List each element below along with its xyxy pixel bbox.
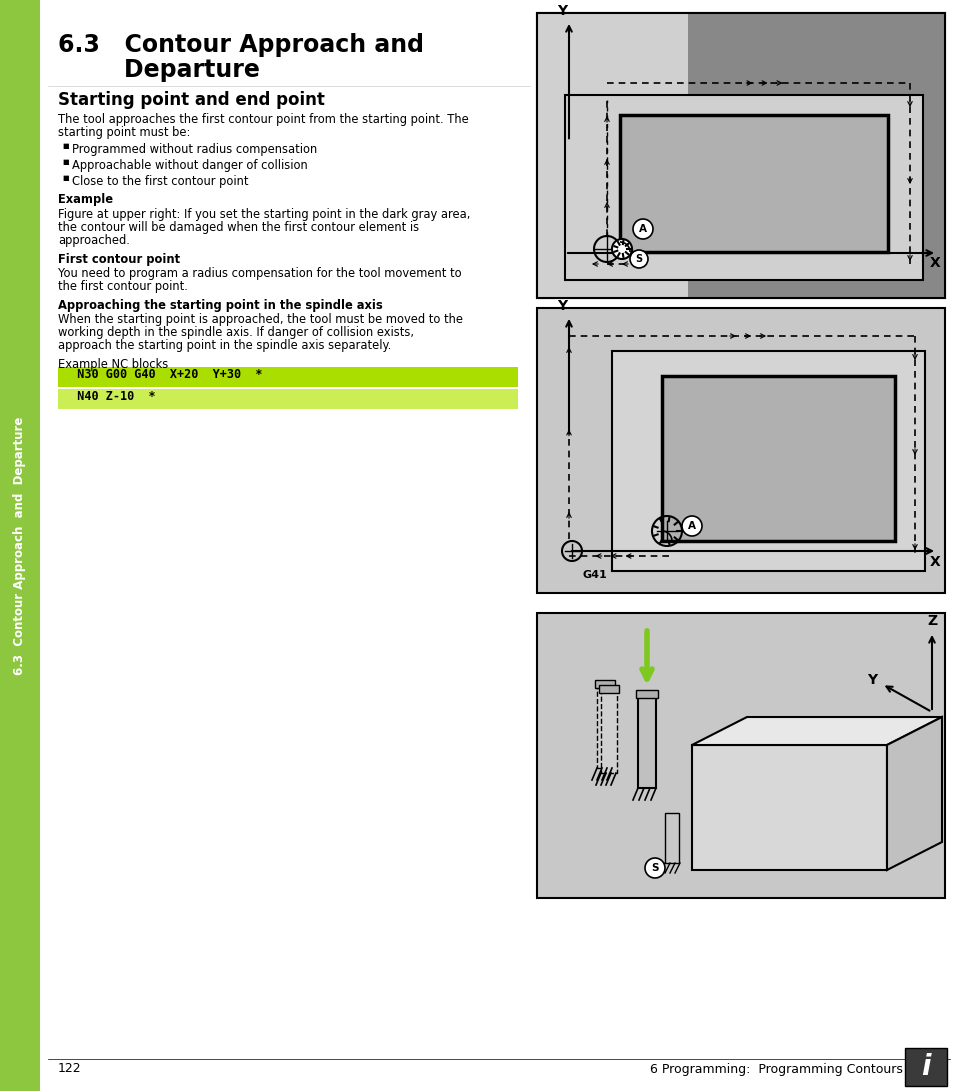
Bar bbox=[537, 13, 687, 141]
Bar bbox=[904, 1048, 946, 1086]
Bar bbox=[619, 115, 887, 252]
Text: First contour point: First contour point bbox=[58, 253, 180, 266]
Circle shape bbox=[644, 858, 664, 878]
Text: 6.3   Contour Approach and: 6.3 Contour Approach and bbox=[58, 33, 423, 57]
Text: Z: Z bbox=[926, 614, 936, 628]
Text: ■: ■ bbox=[62, 159, 69, 165]
Bar bbox=[612, 351, 924, 571]
Bar bbox=[597, 683, 613, 768]
Text: Y: Y bbox=[866, 673, 876, 687]
Bar bbox=[600, 688, 617, 774]
Text: S: S bbox=[651, 863, 659, 873]
Bar bbox=[687, 13, 944, 141]
Text: Close to the first contour point: Close to the first contour point bbox=[71, 175, 248, 188]
Bar bbox=[564, 95, 923, 280]
Text: S: S bbox=[635, 254, 642, 264]
Text: ■: ■ bbox=[62, 175, 69, 181]
Bar bbox=[58, 367, 517, 387]
Text: Figure at upper right: If you set the starting point in the dark gray area,: Figure at upper right: If you set the st… bbox=[58, 208, 470, 221]
Circle shape bbox=[681, 516, 701, 536]
Text: A: A bbox=[687, 521, 696, 531]
Text: 6 Programming:  Programming Contours: 6 Programming: Programming Contours bbox=[649, 1063, 902, 1076]
Polygon shape bbox=[691, 745, 886, 870]
Text: Example NC blocks: Example NC blocks bbox=[58, 358, 168, 371]
Text: Programmed without radius compensation: Programmed without radius compensation bbox=[71, 143, 317, 156]
Bar bbox=[687, 141, 944, 298]
Bar bbox=[661, 376, 894, 541]
Text: approached.: approached. bbox=[58, 233, 130, 247]
Text: ■: ■ bbox=[62, 143, 69, 149]
Text: A: A bbox=[639, 224, 646, 233]
Bar bbox=[537, 13, 687, 298]
Bar bbox=[0, 0, 40, 1091]
Circle shape bbox=[629, 250, 647, 268]
Polygon shape bbox=[691, 717, 941, 745]
Text: When the starting point is approached, the tool must be moved to the: When the starting point is approached, t… bbox=[58, 313, 462, 326]
Text: 122: 122 bbox=[58, 1063, 82, 1076]
Text: Approachable without danger of collision: Approachable without danger of collision bbox=[71, 159, 308, 172]
Text: You need to program a radius compensation for the tool movement to: You need to program a radius compensatio… bbox=[58, 267, 461, 280]
Text: N40 Z-10  *: N40 Z-10 * bbox=[63, 391, 155, 404]
Bar bbox=[58, 389, 517, 409]
Text: working depth in the spindle axis. If danger of collision exists,: working depth in the spindle axis. If da… bbox=[58, 326, 414, 339]
Circle shape bbox=[612, 239, 631, 259]
Text: Y: Y bbox=[557, 4, 566, 17]
Bar bbox=[537, 613, 944, 898]
Bar bbox=[537, 13, 944, 298]
Text: X: X bbox=[928, 256, 939, 269]
Polygon shape bbox=[886, 717, 941, 870]
Text: Y: Y bbox=[557, 299, 566, 313]
Bar bbox=[598, 685, 618, 693]
Text: the contour will be damaged when the first contour element is: the contour will be damaged when the fir… bbox=[58, 221, 418, 233]
Text: Starting point and end point: Starting point and end point bbox=[58, 91, 325, 109]
Bar bbox=[636, 690, 658, 698]
Text: the first contour point.: the first contour point. bbox=[58, 280, 188, 293]
Text: X: X bbox=[928, 555, 939, 570]
Bar bbox=[537, 13, 944, 298]
Text: N30 G00 G40  X+20  Y+30  *: N30 G00 G40 X+20 Y+30 * bbox=[63, 369, 262, 382]
Text: The tool approaches the first contour point from the starting point. The: The tool approaches the first contour po… bbox=[58, 113, 468, 125]
Bar bbox=[537, 308, 944, 594]
Text: Approaching the starting point in the spindle axis: Approaching the starting point in the sp… bbox=[58, 299, 382, 312]
Text: approach the starting point in the spindle axis separately.: approach the starting point in the spind… bbox=[58, 339, 391, 352]
Text: starting point must be:: starting point must be: bbox=[58, 125, 191, 139]
Text: Departure: Departure bbox=[58, 58, 259, 82]
Text: 6.3  Contour Approach  and  Departure: 6.3 Contour Approach and Departure bbox=[13, 417, 27, 675]
Bar bbox=[664, 813, 679, 863]
Text: Example: Example bbox=[58, 193, 112, 206]
Bar bbox=[537, 13, 944, 298]
Circle shape bbox=[633, 219, 652, 239]
Text: G41: G41 bbox=[582, 570, 607, 580]
Text: i: i bbox=[921, 1053, 930, 1081]
Bar bbox=[537, 141, 944, 298]
Bar bbox=[638, 693, 656, 788]
Bar bbox=[595, 680, 615, 688]
